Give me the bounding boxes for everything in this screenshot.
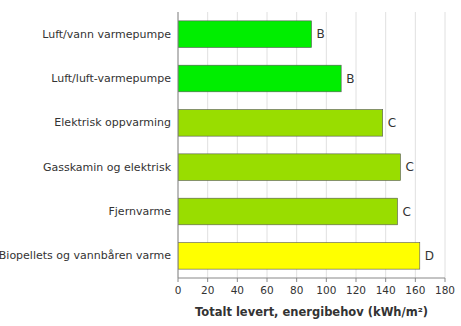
x-tick-label: 0	[175, 284, 182, 296]
grid-line	[445, 12, 446, 278]
grid-line	[207, 12, 208, 278]
annotation: C	[388, 116, 396, 130]
x-tick-label: 20	[201, 284, 214, 296]
x-axis-label: Totalt levert, energibehov (kWh/m²)	[195, 305, 428, 319]
x-tick-label: 40	[231, 284, 244, 296]
annotation: D	[425, 249, 434, 263]
x-tick-label: 120	[346, 284, 366, 296]
grid-line	[385, 12, 386, 278]
chart-svg: 0 20 40 60 80 100 120 140 160 180 Biopellets og va…	[0, 0, 461, 326]
x-tick	[207, 278, 208, 282]
grid-line	[178, 12, 179, 278]
x-tick-label: 160	[405, 284, 425, 296]
axis-lines	[178, 12, 445, 278]
x-tick-label: 80	[290, 284, 303, 296]
grid	[178, 12, 445, 278]
chart-container: 0 20 40 60 80 100 120 140 160 180 Biopellets og va…	[0, 0, 461, 326]
bar	[178, 198, 398, 225]
bar	[178, 243, 420, 270]
x-tick	[356, 278, 357, 282]
x-tick	[296, 278, 297, 282]
bar	[178, 21, 312, 48]
annotation: B	[317, 27, 325, 41]
x-tick	[385, 278, 386, 282]
background	[0, 0, 461, 326]
annotations: D C C C B B	[317, 27, 435, 263]
bar	[178, 154, 401, 181]
x-tick	[267, 278, 268, 282]
x-tick-label: 60	[260, 284, 273, 296]
grid-line	[267, 12, 268, 278]
x-axis: 0 20 40 60 80 100 120 140 160 180	[175, 278, 455, 296]
y-tick-label: Luft/luft-varmepumpe	[51, 72, 171, 85]
annotation: B	[346, 72, 354, 86]
annotation: C	[406, 160, 414, 174]
grid-line	[356, 12, 357, 278]
x-tick-label: 140	[376, 284, 396, 296]
y-tick-label: Gasskamin og elektrisk	[43, 161, 172, 174]
x-tick	[237, 278, 238, 282]
y-tick-label: Luft/vann varmepumpe	[42, 28, 171, 41]
x-tick	[445, 278, 446, 282]
x-tick-label: 100	[316, 284, 336, 296]
bar	[178, 110, 383, 137]
x-axis-line	[178, 278, 445, 279]
x-tick-label: 180	[435, 284, 455, 296]
grid-line	[415, 12, 416, 278]
bar	[178, 65, 341, 92]
x-tick	[178, 278, 179, 282]
x-tick	[415, 278, 416, 282]
y-tick-label: Biopellets og vannbåren varme	[0, 249, 171, 262]
grid-line	[326, 12, 327, 278]
bars	[178, 21, 420, 269]
annotation: C	[403, 205, 411, 219]
y-axis: Biopellets og vannbåren varme Fjernvarme G…	[0, 28, 172, 263]
grid-line	[296, 12, 297, 278]
grid-line	[237, 12, 238, 278]
y-tick-label: Fjernvarme	[108, 205, 171, 218]
y-axis-line	[178, 12, 179, 278]
x-tick	[326, 278, 327, 282]
y-tick-label: Elektrisk oppvarming	[54, 116, 171, 129]
